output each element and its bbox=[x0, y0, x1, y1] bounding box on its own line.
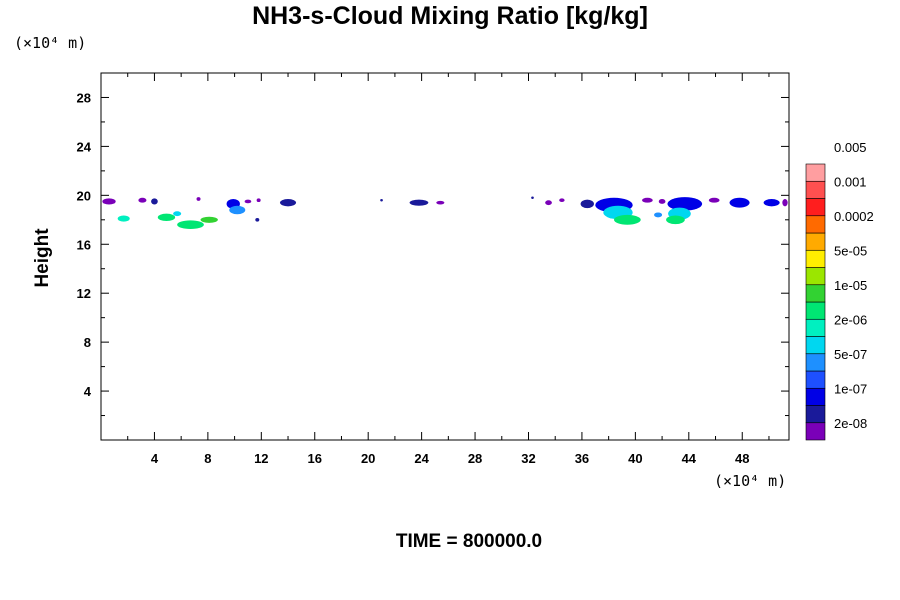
x-tick-label: 28 bbox=[468, 451, 482, 466]
y-tick-label: 24 bbox=[77, 139, 92, 154]
cloud-patch bbox=[102, 198, 116, 205]
colorbar-label: 1e-05 bbox=[834, 278, 867, 293]
cloud-patch bbox=[380, 199, 383, 202]
x-tick-label: 36 bbox=[575, 451, 589, 466]
cloud-patch bbox=[256, 198, 261, 203]
cloud-patch bbox=[613, 214, 641, 225]
cloud-patch bbox=[782, 199, 788, 207]
colorbar-swatch bbox=[805, 215, 826, 234]
x-tick-label: 32 bbox=[521, 451, 535, 466]
cloud-patch bbox=[409, 199, 429, 206]
cloud-patch bbox=[200, 216, 218, 223]
colorbar-label: 0.0002 bbox=[834, 209, 874, 224]
x-tick-label: 8 bbox=[204, 451, 211, 466]
colorbar-swatch bbox=[805, 163, 826, 182]
colorbar-swatch bbox=[805, 198, 826, 217]
x-tick-label: 16 bbox=[308, 451, 322, 466]
cloud-patch bbox=[763, 199, 780, 207]
x-tick-label: 12 bbox=[254, 451, 268, 466]
cloud-patch bbox=[642, 197, 653, 203]
x-tick-label: 40 bbox=[628, 451, 642, 466]
colorbar-label: 0.005 bbox=[834, 140, 867, 155]
colorbar-swatch bbox=[805, 353, 826, 372]
cloud-field bbox=[102, 196, 788, 229]
cloud-patch bbox=[436, 200, 445, 205]
colorbar-swatch bbox=[805, 318, 826, 337]
cloud-patch bbox=[117, 215, 130, 222]
x-tick-label: 20 bbox=[361, 451, 375, 466]
cloud-patch bbox=[244, 199, 252, 204]
cloud-patch bbox=[545, 200, 552, 206]
x-tick-label: 4 bbox=[151, 451, 159, 466]
colorbar-label: 2e-06 bbox=[834, 312, 867, 327]
cloud-patch bbox=[151, 198, 158, 205]
plot-frame bbox=[100, 72, 790, 441]
x-tick-label: 24 bbox=[414, 451, 429, 466]
cloud-patch bbox=[173, 211, 182, 217]
colorbar-swatch bbox=[805, 405, 826, 424]
colorbar-swatch bbox=[805, 180, 826, 199]
colorbar-swatch bbox=[805, 387, 826, 406]
colorbar-swatch bbox=[805, 422, 826, 441]
colorbar-swatch bbox=[805, 336, 826, 355]
cloud-patch bbox=[708, 197, 720, 203]
colorbar-swatch bbox=[805, 301, 826, 320]
colorbar-label: 5e-07 bbox=[834, 347, 867, 362]
cloud-patch bbox=[229, 205, 246, 215]
colorbar-label: 1e-07 bbox=[834, 381, 867, 396]
x-tick-label: 44 bbox=[682, 451, 697, 466]
cloud-patch bbox=[196, 197, 201, 201]
y-tick-label: 20 bbox=[77, 188, 91, 203]
cloud-patch bbox=[580, 199, 594, 209]
y-axis: 4 8 12 16 20 24 28 bbox=[77, 90, 789, 417]
colorbar-swatch bbox=[805, 284, 826, 303]
cloud-patch bbox=[666, 215, 685, 225]
colorbar-label: 0.001 bbox=[834, 174, 867, 189]
cloud-patch bbox=[255, 217, 260, 222]
x-axis-unit: (×10⁴ m) bbox=[714, 472, 787, 490]
colorbar-swatch bbox=[805, 249, 826, 268]
y-tick-label: 28 bbox=[77, 90, 91, 105]
colorbar: 2e-08 1e-07 5e-07 2e-06 1e-05 5e-05 0.0002 0.00… bbox=[805, 140, 874, 441]
cloud-patch bbox=[280, 199, 297, 207]
time-label: TIME = 800000.0 bbox=[395, 531, 543, 552]
y-axis-unit: (×10⁴ m) bbox=[14, 34, 87, 52]
cloud-patch bbox=[667, 197, 703, 211]
cloud-patch bbox=[559, 198, 565, 203]
colorbar-label: 5e-05 bbox=[834, 243, 867, 258]
colorbar-swatch bbox=[805, 370, 826, 389]
cloud-patch bbox=[138, 197, 147, 203]
colorbar-swatch bbox=[805, 267, 826, 286]
cloud-patch bbox=[531, 196, 534, 200]
cloud-patch bbox=[729, 197, 750, 208]
y-tick-label: 12 bbox=[77, 286, 91, 301]
colorbar-label: 2e-08 bbox=[834, 416, 867, 431]
cloud-patch bbox=[177, 220, 204, 229]
cloud-patch bbox=[654, 212, 663, 218]
y-tick-label: 8 bbox=[84, 335, 91, 350]
cloud-patch bbox=[658, 199, 666, 204]
colorbar-swatch bbox=[805, 232, 826, 251]
x-tick-label: 48 bbox=[735, 451, 749, 466]
chart-title: NH3-s-Cloud Mixing Ratio [kg/kg] bbox=[252, 2, 648, 30]
x-axis: 4 8 12 16 20 24 28 32 36 40 44 48 bbox=[127, 73, 770, 466]
cloud-patch bbox=[157, 213, 176, 222]
y-tick-label: 4 bbox=[84, 384, 92, 399]
y-tick-label: 16 bbox=[77, 237, 91, 252]
